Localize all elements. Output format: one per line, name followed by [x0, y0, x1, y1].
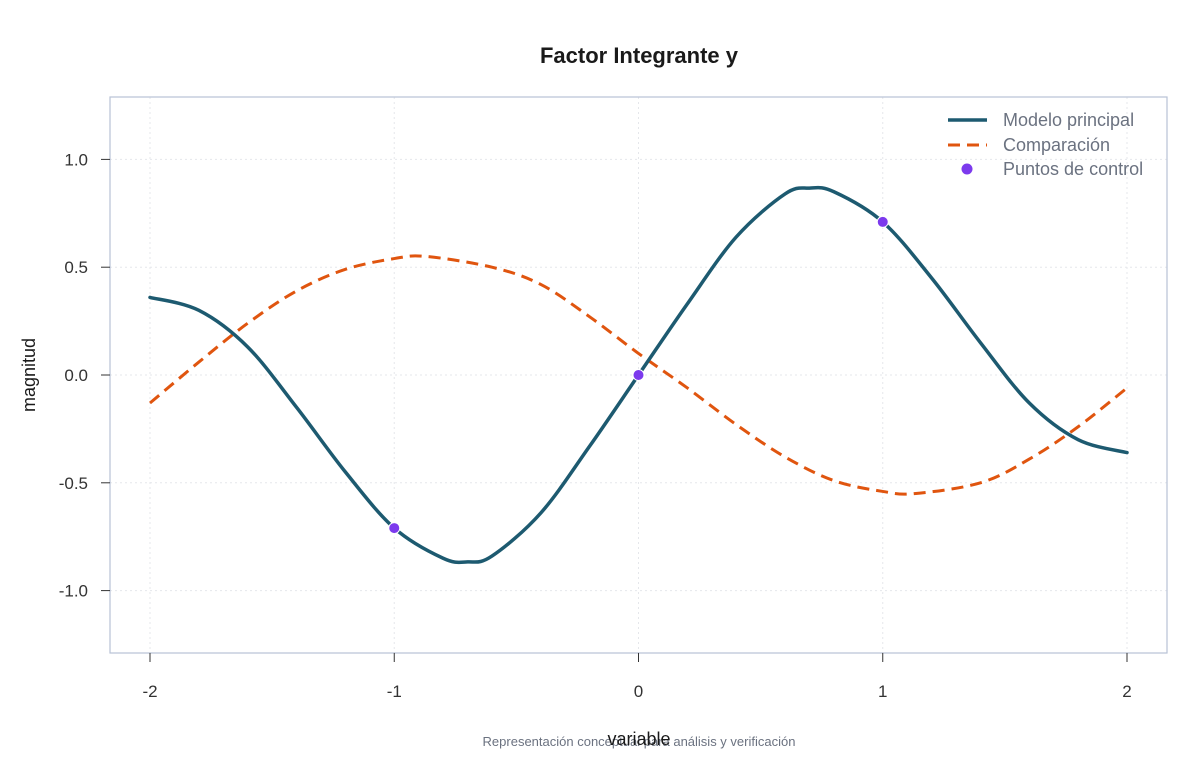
x-tick-label: -1: [387, 682, 402, 701]
legend-marker: [961, 163, 973, 175]
x-tick-label: 1: [878, 682, 887, 701]
legend: Modelo principal Comparación Puntos de con…: [948, 110, 1143, 179]
chart-caption: Representación conceptual para análisis …: [483, 734, 796, 749]
series-layer: [148, 185, 1129, 565]
y-tick-label: -0.5: [59, 474, 88, 493]
legend-label: Modelo principal: [1003, 110, 1134, 130]
y-tick-label: 0.5: [64, 258, 88, 277]
x-axis: -2 -1 0 1 2: [142, 653, 1132, 701]
control-point: [632, 369, 645, 381]
y-tick-label: 1.0: [64, 150, 88, 169]
legend-label: Comparación: [1003, 135, 1110, 155]
x-tick-label: -2: [142, 682, 157, 701]
x-tick-label: 0: [634, 682, 643, 701]
control-point: [876, 215, 889, 228]
chart-title: Factor Integrante y: [540, 43, 739, 68]
x-tick-label: 2: [1122, 682, 1131, 701]
y-axis: -1.0 -0.5 0.0 0.5 1.0: [59, 150, 110, 601]
y-axis-label: magnitud: [19, 338, 39, 412]
y-tick-label: 0.0: [64, 366, 88, 385]
x-axis-label: variable: [607, 729, 670, 749]
grid: [110, 97, 1167, 653]
legend-label: Puntos de control: [1003, 159, 1143, 179]
series-line-comparacion: [149, 254, 1128, 496]
y-tick-label: -1.0: [59, 582, 88, 601]
control-point: [388, 522, 401, 535]
